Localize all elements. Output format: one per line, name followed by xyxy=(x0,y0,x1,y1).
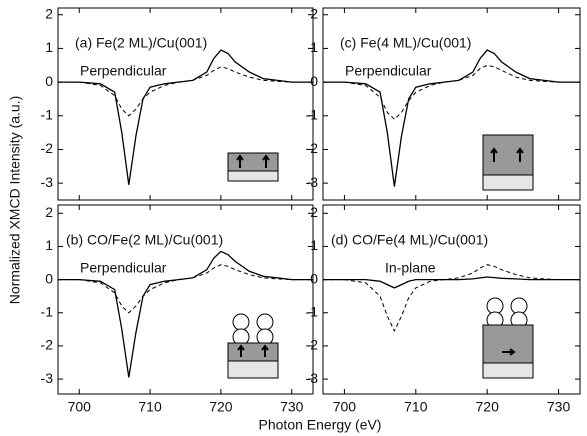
y-tick-label: 0 xyxy=(45,270,53,286)
y-tick-label: -1 xyxy=(306,106,319,122)
data-line xyxy=(58,250,313,378)
x-tick-label: 710 xyxy=(138,399,162,415)
y-tick-label: 2 xyxy=(310,5,318,21)
inset-a xyxy=(227,152,279,182)
inset-b xyxy=(227,313,279,379)
y-tick-label: -1 xyxy=(41,106,54,122)
x-axis-label: Photon Energy (eV) xyxy=(259,417,382,433)
y-tick-label: -3 xyxy=(306,174,319,190)
data-line xyxy=(58,66,313,117)
y-tick-label: -3 xyxy=(41,174,54,190)
x-tick-label: 700 xyxy=(333,399,357,415)
panel-subtitle: Perpendicular xyxy=(345,63,432,79)
y-tick-label: 0 xyxy=(310,73,318,89)
x-tick-label: 730 xyxy=(280,399,304,415)
x-tick-label: 720 xyxy=(209,399,233,415)
y-tick-label: -3 xyxy=(41,370,54,386)
inset-c xyxy=(482,134,534,191)
y-tick-label: 2 xyxy=(45,204,53,220)
panel-title: (c) Fe(4 ML)/Cu(001) xyxy=(340,35,471,51)
panel-subtitle: Perpendicular xyxy=(80,63,167,79)
y-tick-label: 1 xyxy=(45,39,53,55)
y-tick-label: -1 xyxy=(41,303,54,319)
y-tick-label: 1 xyxy=(310,39,318,55)
x-tick-label: 710 xyxy=(404,399,428,415)
plot-frame xyxy=(57,204,314,395)
y-axis-label: Normalized XMCD Intensity (a.u.) xyxy=(7,96,23,305)
y-tick-label: -3 xyxy=(306,370,319,386)
panel-title: (b) CO/Fe(2 ML)/Cu(001) xyxy=(66,232,223,248)
y-tick-label: -2 xyxy=(306,140,319,156)
data-line xyxy=(323,64,580,120)
y-tick-label: -2 xyxy=(306,337,319,353)
y-tick-label: -2 xyxy=(41,337,54,353)
data-line xyxy=(323,276,580,289)
plot-frame xyxy=(322,204,581,395)
y-tick-label: -1 xyxy=(306,303,319,319)
y-tick-label: 1 xyxy=(310,237,318,253)
y-tick-label: 2 xyxy=(310,204,318,220)
y-tick-label: 1 xyxy=(45,237,53,253)
y-tick-label: 2 xyxy=(45,5,53,21)
x-tick-label: 700 xyxy=(68,399,92,415)
x-tick-label: 720 xyxy=(476,399,500,415)
plot-frame xyxy=(322,7,581,201)
panel-subtitle: In-plane xyxy=(385,260,436,276)
data-line xyxy=(323,264,580,333)
panel-title: (d) CO/Fe(4 ML)/Cu(001) xyxy=(331,232,488,248)
inset-d xyxy=(482,297,534,379)
plot-frame xyxy=(57,7,314,201)
data-line xyxy=(323,49,580,187)
panel-title: (a) Fe(2 ML)/Cu(001) xyxy=(75,35,207,51)
y-tick-label: -2 xyxy=(41,140,54,156)
x-tick-label: 730 xyxy=(547,399,571,415)
panel-subtitle: Perpendicular xyxy=(80,260,167,276)
y-tick-label: 0 xyxy=(310,270,318,286)
y-tick-label: 0 xyxy=(45,73,53,89)
